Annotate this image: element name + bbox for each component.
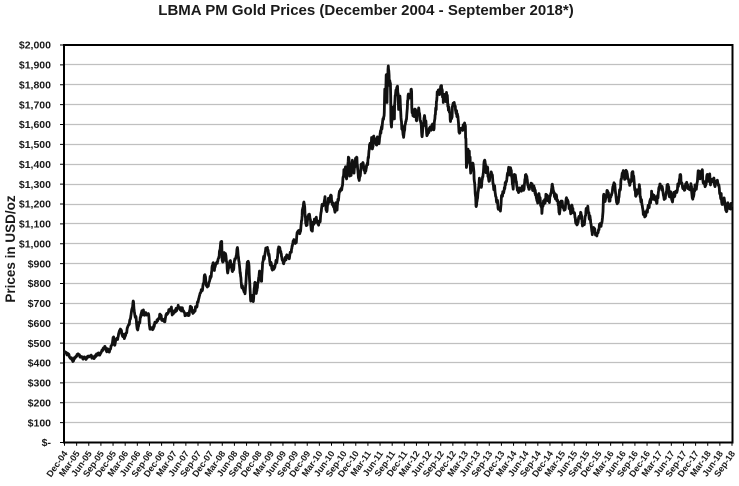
- svg-text:LBMA PM Gold Prices (December: LBMA PM Gold Prices (December 2004 - Sep…: [158, 2, 573, 19]
- svg-text:$1,100: $1,100: [19, 219, 51, 231]
- svg-text:$1,000: $1,000: [19, 238, 51, 250]
- svg-text:$200: $200: [28, 397, 52, 409]
- svg-text:$1,600: $1,600: [19, 119, 51, 131]
- svg-text:Prices in USD/oz: Prices in USD/oz: [3, 195, 18, 303]
- svg-text:$1,800: $1,800: [19, 79, 51, 91]
- svg-text:$1,300: $1,300: [19, 179, 51, 191]
- svg-text:$800: $800: [28, 278, 52, 290]
- svg-text:$1,500: $1,500: [19, 139, 51, 151]
- svg-text:$1,400: $1,400: [19, 159, 51, 171]
- svg-text:$900: $900: [28, 258, 52, 270]
- svg-text:$400: $400: [28, 358, 52, 370]
- svg-text:$1,900: $1,900: [19, 60, 51, 72]
- svg-text:$1,700: $1,700: [19, 99, 51, 111]
- svg-text:$700: $700: [28, 298, 52, 310]
- svg-text:$300: $300: [28, 378, 52, 390]
- svg-text:$2,000: $2,000: [19, 40, 51, 52]
- svg-text:$600: $600: [28, 318, 52, 330]
- svg-text:$-: $-: [42, 437, 52, 449]
- svg-text:$100: $100: [28, 417, 52, 429]
- svg-text:$500: $500: [28, 338, 52, 350]
- svg-text:$1,200: $1,200: [19, 199, 51, 211]
